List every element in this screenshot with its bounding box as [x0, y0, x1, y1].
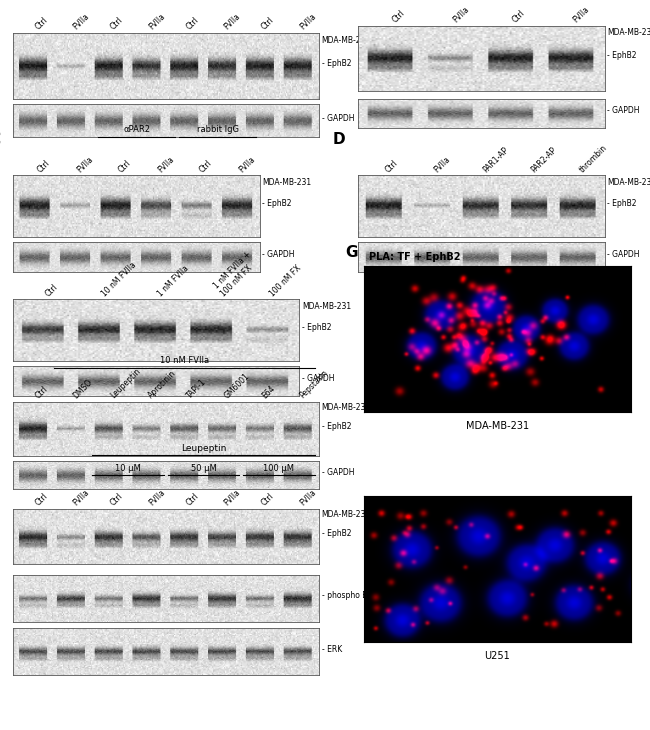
Text: MDA-MB-231: MDA-MB-231 [322, 510, 370, 519]
Text: MDA-MB-231: MDA-MB-231 [322, 36, 370, 45]
Text: D: D [333, 132, 345, 147]
Text: - EphB2: - EphB2 [607, 199, 636, 208]
Text: FVIIa: FVIIa [451, 4, 471, 24]
Text: Ctrl: Ctrl [197, 158, 213, 174]
Text: MDA-MB-231: MDA-MB-231 [465, 421, 529, 431]
Text: MDA-MB-231: MDA-MB-231 [263, 177, 311, 186]
Text: PAR1-AP: PAR1-AP [481, 145, 510, 174]
Text: PAR2-AP: PAR2-AP [530, 145, 558, 174]
Text: rabbit IgG: rabbit IgG [196, 126, 239, 134]
Text: Ctrl: Ctrl [185, 491, 201, 508]
Text: FVIIa: FVIIa [298, 488, 317, 508]
Text: FVIIa: FVIIa [298, 12, 317, 31]
Text: 100 μM: 100 μM [263, 464, 294, 473]
Text: U251: U251 [484, 651, 510, 661]
Text: - phospho ERK: - phospho ERK [322, 591, 377, 600]
Text: 1 nM FVIIa +
100 nM FX: 1 nM FVIIa + 100 nM FX [212, 250, 260, 298]
Text: FVIIa: FVIIa [72, 488, 91, 508]
Text: Ctrl: Ctrl [511, 8, 527, 24]
Text: Ctrl: Ctrl [116, 158, 133, 174]
Text: - GAPDH: - GAPDH [302, 374, 334, 383]
Text: - EphB2: - EphB2 [607, 51, 636, 61]
Text: αPAR2: αPAR2 [123, 126, 150, 134]
Text: - EphB2: - EphB2 [322, 422, 351, 431]
Text: Ctrl: Ctrl [35, 158, 51, 174]
Text: Ctrl: Ctrl [34, 384, 50, 400]
Text: GM6001: GM6001 [222, 372, 252, 400]
Text: FVIIa: FVIIa [571, 4, 591, 24]
Text: Ctrl: Ctrl [109, 15, 125, 31]
Text: Leupeptin: Leupeptin [181, 444, 226, 453]
Text: Ctrl: Ctrl [391, 8, 407, 24]
Text: FVIIa: FVIIa [72, 12, 91, 31]
Text: thrombin: thrombin [578, 143, 609, 174]
Text: - EphB2: - EphB2 [302, 323, 332, 332]
Text: Ctrl: Ctrl [185, 15, 201, 31]
Text: Leupeptin: Leupeptin [109, 367, 142, 400]
Text: Pepstatin: Pepstatin [298, 369, 330, 400]
Text: 10 nM FVIIa: 10 nM FVIIa [100, 260, 138, 298]
Text: - GAPDH: - GAPDH [607, 106, 640, 115]
Text: - GAPDH: - GAPDH [322, 468, 354, 477]
Text: Ctrl: Ctrl [109, 491, 125, 508]
Text: Ctrl: Ctrl [44, 282, 60, 298]
Text: TAPI-1: TAPI-1 [185, 377, 208, 400]
Text: FVIIa: FVIIa [222, 12, 242, 31]
Text: - EphB2: - EphB2 [322, 529, 351, 538]
Text: G: G [345, 245, 358, 260]
Text: Ctrl: Ctrl [34, 15, 50, 31]
Text: 50 μM: 50 μM [190, 464, 216, 473]
Text: MDA-MB-231: MDA-MB-231 [607, 28, 650, 37]
Text: MDA-MB-231: MDA-MB-231 [302, 301, 351, 310]
Text: 1 nM FVIIa: 1 nM FVIIa [156, 264, 190, 298]
Text: FVIIa: FVIIa [157, 154, 176, 174]
Text: Ctrl: Ctrl [260, 491, 276, 508]
Text: - GAPDH: - GAPDH [607, 250, 640, 259]
Text: MDA-MB-231: MDA-MB-231 [322, 403, 370, 412]
Text: DMSO: DMSO [72, 377, 94, 400]
Text: 100 nM FX: 100 nM FX [268, 263, 303, 298]
Text: Ctrl: Ctrl [260, 15, 276, 31]
Text: 10 nM FVIIa: 10 nM FVIIa [160, 356, 209, 365]
Text: - GAPDH: - GAPDH [263, 250, 295, 259]
Text: FVIIa: FVIIa [147, 12, 166, 31]
Text: Aprotinin: Aprotinin [147, 369, 178, 400]
Text: FVIIa: FVIIa [76, 154, 96, 174]
Text: Ctrl: Ctrl [34, 491, 50, 508]
Text: - GAPDH: - GAPDH [322, 114, 354, 123]
Text: PLA: TF + EphB2: PLA: TF + EphB2 [369, 252, 461, 262]
Text: Ctrl: Ctrl [384, 158, 400, 174]
Text: 10 μM: 10 μM [115, 464, 141, 473]
Text: FVIIa: FVIIa [222, 488, 242, 508]
Text: - ERK: - ERK [322, 645, 342, 653]
Text: FVIIa: FVIIa [238, 154, 257, 174]
Text: - EphB2: - EphB2 [263, 199, 292, 208]
Text: FVIIa: FVIIa [147, 488, 166, 508]
Text: MDA-MB-231: MDA-MB-231 [607, 177, 650, 186]
Text: E64: E64 [260, 384, 277, 400]
Text: - EphB2: - EphB2 [322, 58, 351, 68]
Text: FVIIa: FVIIa [432, 154, 452, 174]
